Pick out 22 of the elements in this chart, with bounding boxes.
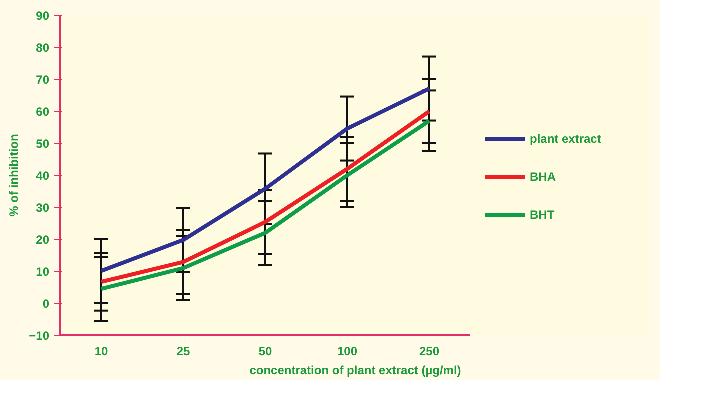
legend-label: plant extract bbox=[530, 132, 602, 146]
y-tick-label: 90 bbox=[36, 9, 50, 23]
y-axis-title: % of inhibition bbox=[7, 134, 22, 217]
y-tick-label: 60 bbox=[36, 105, 50, 119]
x-tick-label: 25 bbox=[176, 344, 190, 358]
legend-label: BHA bbox=[530, 170, 556, 184]
x-tick-label: 50 bbox=[258, 344, 272, 358]
y-tick-label: 20 bbox=[36, 233, 50, 247]
y-tick-label: 30 bbox=[36, 201, 50, 215]
y-tick-label: 40 bbox=[36, 169, 50, 183]
y-tick-label: 50 bbox=[36, 137, 50, 151]
line-series bbox=[100, 86, 432, 274]
y-tick-label: 70 bbox=[36, 73, 50, 87]
x-tick-label: 250 bbox=[419, 344, 440, 358]
y-tick-label: 10 bbox=[36, 265, 50, 279]
y-tick-label: −10 bbox=[29, 329, 50, 343]
x-tick-label: 100 bbox=[337, 344, 358, 358]
y-tick-label: 80 bbox=[36, 41, 50, 55]
legend-label: BHT bbox=[530, 208, 555, 222]
x-axis-title: concentration of plant extract (µg/ml) bbox=[250, 364, 462, 378]
y-tick-label: 0 bbox=[42, 297, 50, 311]
x-tick-label: 10 bbox=[94, 344, 108, 358]
